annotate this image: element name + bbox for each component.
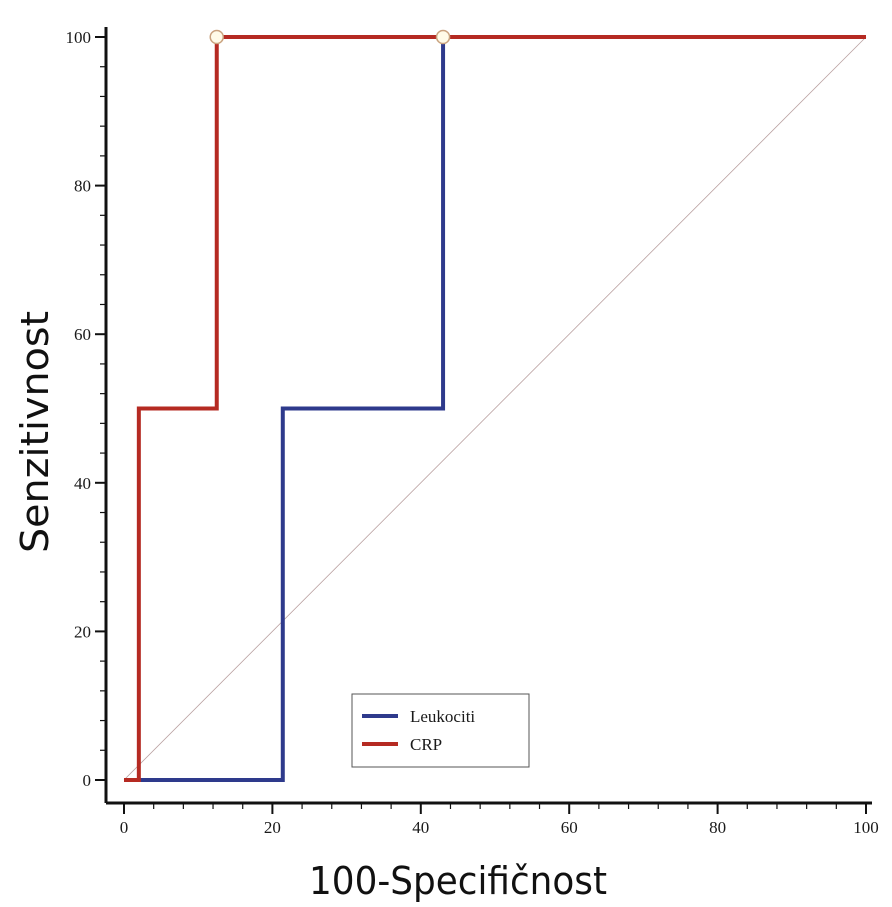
optimal-point-0 — [209, 29, 224, 45]
y-tick-label: 40 — [74, 474, 91, 493]
series-line-crp — [124, 35, 866, 782]
y-tick-label: 0 — [83, 771, 92, 790]
x-tick-label: 0 — [120, 818, 129, 837]
legend-box — [351, 693, 530, 768]
optimal-point-1 — [435, 29, 451, 45]
x-tick-label: 60 — [561, 818, 578, 837]
x-tick-label: 80 — [709, 818, 726, 837]
reference-diagonal-line — [123, 36, 867, 781]
ticks-layer: 0 20 40 60 80 100 0 20 40 60 80 100 — [66, 28, 879, 837]
legend: Leukociti CRP — [351, 693, 530, 768]
y-axis-title: Senzitivnost — [13, 311, 57, 553]
series-layer — [124, 35, 866, 782]
y-tick-label: 20 — [74, 622, 91, 641]
legend-label-crp: CRP — [410, 735, 442, 754]
x-tick-label: 100 — [853, 818, 879, 837]
y-tick-label: 60 — [74, 325, 91, 344]
x-tick-label: 20 — [264, 818, 281, 837]
optimal-points-layer — [209, 29, 451, 45]
y-tick-label: 80 — [74, 177, 91, 196]
x-axis-title: 100-Specifičnost — [309, 859, 607, 903]
legend-label-leukociti: Leukociti — [410, 707, 475, 726]
y-tick-label: 100 — [66, 28, 92, 47]
x-tick-label: 40 — [412, 818, 429, 837]
reference-diagonal-layer — [123, 36, 867, 781]
